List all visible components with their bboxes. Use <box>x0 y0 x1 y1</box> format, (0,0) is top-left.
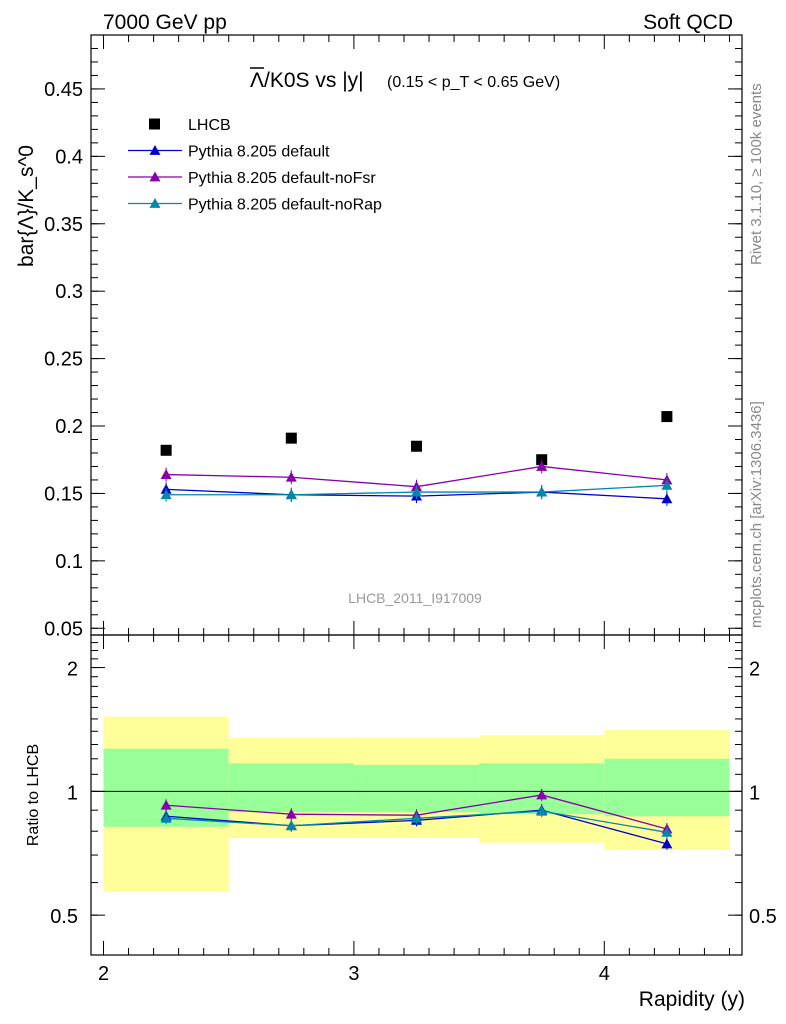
point-noRap <box>160 489 172 500</box>
ratio-point-noRap <box>536 805 548 816</box>
ratio-series <box>160 788 673 850</box>
ratio-y-label: Ratio to LHCB <box>25 744 42 846</box>
x-tick-label: 4 <box>599 963 610 985</box>
x-tick-label: 2 <box>98 963 109 985</box>
ratio-y-ticks: 0.5 0.5 1 1 2 2 <box>50 642 777 928</box>
ratio-y-tick-label-right: 1 <box>749 782 760 804</box>
ratio-y-tick-label: 0.5 <box>50 906 78 928</box>
point-data <box>160 444 172 456</box>
main-series <box>160 411 673 506</box>
chart-title-main: Λ/K0S vs |y| <box>250 69 364 92</box>
x-tick-label: 3 <box>348 963 359 985</box>
main-y-ticks: 0.05 0.1 0.15 0.2 0.25 0.3 0.35 0.4 0.45 <box>44 47 742 640</box>
point-default <box>661 493 673 504</box>
main-y-label: bar{Λ}/K_s^0 <box>15 145 38 267</box>
x-axis-label: Rapidity (y) <box>639 988 745 1011</box>
main-x-ticks <box>103 35 730 635</box>
legend-label-noRap: Pythia 8.205 default-noRap <box>188 197 382 214</box>
point-noRap <box>661 479 673 490</box>
ratio-panel-frame <box>90 634 743 956</box>
ratio-point-noFsr <box>160 799 172 810</box>
ratio-y-tick-label: 2 <box>67 659 78 681</box>
chart-title-cut: (0.15 < p_T < 0.65 GeV) <box>387 74 560 91</box>
category-label: Soft QCD <box>643 11 733 34</box>
legend-label-data: LHCB <box>188 117 231 134</box>
legend-label-noFsr: Pythia 8.205 default-noFsr <box>188 170 376 187</box>
legend-marker-default <box>149 145 161 155</box>
y-tick-label: 0.4 <box>55 146 83 168</box>
point-noFsr <box>160 469 172 479</box>
y-tick-label: 0.1 <box>55 551 83 573</box>
watermark: LHCB_2011_I917009 <box>348 590 482 606</box>
y-tick-label: 0.05 <box>44 618 83 640</box>
legend: LHCB Pythia 8.205 default Pythia 8.205 def… <box>128 117 382 214</box>
ratio-point-noFsr <box>536 789 548 800</box>
point-noFsr <box>536 460 548 471</box>
point-noRap <box>536 486 548 497</box>
legend-marker-noRap <box>149 198 161 208</box>
main-panel: 0.05 0.1 0.15 0.2 0.25 0.3 0.35 0.4 0.45 Λ/K0S v… <box>15 34 743 640</box>
ratio-point-noFsr <box>285 808 297 819</box>
ratio-point-noRap <box>160 812 172 823</box>
ratio-bands <box>103 716 730 892</box>
point-data <box>411 440 422 452</box>
point-noFsr <box>285 471 297 482</box>
source-label: mcplots.cern.ch [arXiv:1306.3436] <box>748 401 765 628</box>
ratio-x-ticks: 2 3 4 <box>98 635 730 985</box>
legend-marker-noFsr <box>149 171 161 182</box>
ratio-y-tick-label-right: 0.5 <box>749 906 777 928</box>
band-inner <box>353 764 480 813</box>
y-tick-label: 0.15 <box>44 483 83 505</box>
band-inner <box>228 763 354 813</box>
ratio-y-tick-label-right: 2 <box>749 659 760 681</box>
band-inner <box>604 758 730 817</box>
legend-marker-data <box>149 118 160 130</box>
legend-label-default: Pythia 8.205 default <box>188 144 330 161</box>
ratio-point-default <box>661 838 673 849</box>
y-tick-label: 0.35 <box>44 214 83 236</box>
ratio-y-tick-label: 1 <box>67 782 78 804</box>
y-tick-label: 0.3 <box>55 281 83 303</box>
energy-label: 7000 GeV pp <box>103 11 227 34</box>
ratio-panel: 0.5 0.5 1 1 2 2 2 3 4 Ratio to LHCB Rapidity (y… <box>25 634 777 1011</box>
ratio-point-noRap <box>411 812 422 823</box>
ratio-point-noRap <box>661 826 673 837</box>
y-tick-label: 0.2 <box>55 416 83 438</box>
rivet-label: Rivet 3.1.10, ≥ 100k events <box>748 83 765 265</box>
y-tick-label: 0.45 <box>44 79 83 101</box>
point-noRap <box>285 489 297 500</box>
ratio-point-noRap <box>285 820 297 831</box>
chart-title: Λ/K0S vs |y| <box>250 69 364 92</box>
point-noRap <box>411 486 422 497</box>
point-data <box>661 411 673 423</box>
point-data <box>285 432 297 444</box>
y-tick-label: 0.25 <box>44 349 83 371</box>
